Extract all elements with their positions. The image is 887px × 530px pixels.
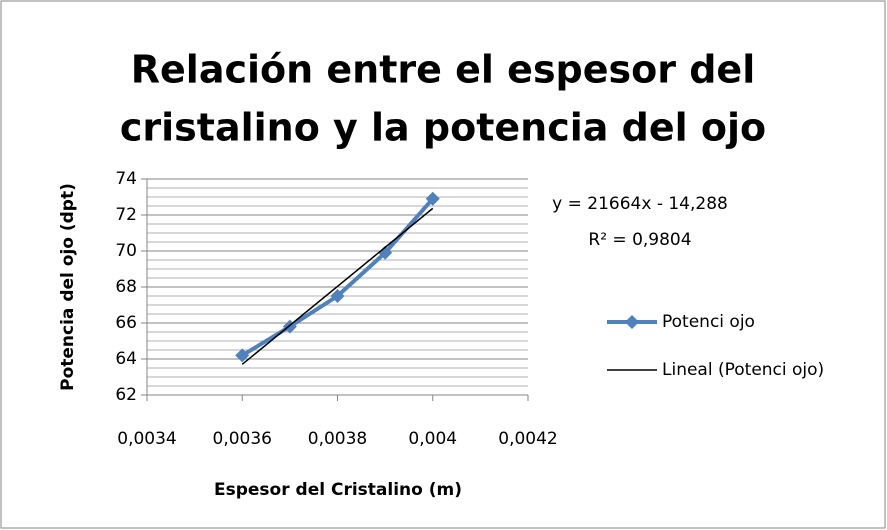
y-tick-label: 74 xyxy=(115,169,137,189)
trendline-r2: R² = 0,9804 xyxy=(588,230,691,250)
y-tick-label: 62 xyxy=(115,385,137,405)
y-tick-label: 68 xyxy=(115,277,137,297)
x-axis-label: Espesor del Cristalino (m) xyxy=(214,480,462,500)
x-tick-label: 0,0034 xyxy=(117,429,176,449)
chart-title: cristalino y la potencia del ojo xyxy=(120,106,766,150)
x-tick-label: 0,004 xyxy=(408,429,457,449)
y-tick-label: 64 xyxy=(115,349,137,369)
legend-marker xyxy=(625,315,639,329)
legend-label: Potenci ojo xyxy=(662,312,755,332)
y-axis-label: Potencia del ojo (dpt) xyxy=(58,183,78,391)
x-tick-label: 0,0038 xyxy=(308,429,367,449)
data-point xyxy=(425,191,440,206)
trendline-equation: y = 21664x - 14,288 xyxy=(552,194,728,214)
trendline xyxy=(241,207,434,365)
data-point xyxy=(330,289,345,303)
data-point xyxy=(235,348,250,363)
chart-title: Relación entre el espesor del xyxy=(131,48,755,92)
y-tick-label: 72 xyxy=(115,205,137,225)
x-tick-label: 0,0042 xyxy=(498,429,557,449)
y-tick-label: 66 xyxy=(115,313,137,333)
x-tick-label: 0,0036 xyxy=(213,429,272,449)
y-tick-label: 70 xyxy=(115,241,137,261)
legend-label: Lineal (Potenci ojo) xyxy=(662,360,824,380)
